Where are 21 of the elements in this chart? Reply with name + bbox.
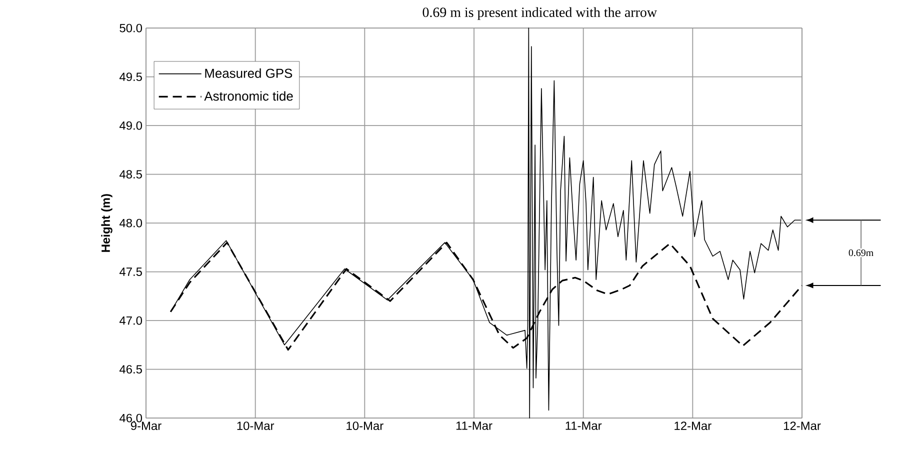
x-tick-label: 10-Mar [237,422,274,430]
y-tick-label: 46.5 [119,365,142,374]
y-tick-label: 47.5 [119,268,142,276]
y-axis-title: Height (m) [101,194,112,252]
legend-label: Measured GPS [205,68,292,78]
y-tick-label: 48.5 [119,170,142,179]
y-tick-label: 48.0 [119,218,142,228]
legend-label: Astronomic tide [204,91,293,101]
text: 0.69m [848,249,874,256]
y-tick-label: 47.0 [119,316,142,325]
x-tick-label: 12-Mar [674,422,712,430]
y-tick-label: 49.5 [119,72,142,82]
y-tick-label: 50.0 [120,24,142,32]
x-tick-label: 10-Mar [346,422,384,430]
chart-title: 0.69 m is present indicated with the arrow [422,7,657,20]
x-tick-label: 11-Mar [456,422,492,430]
x-tick-label: 11-Mar [566,422,602,430]
x-tick-label: 12-Mar [784,422,821,430]
y-tick-label: 49.0 [119,121,142,130]
x-tick-label: 9-Mar [130,422,162,430]
y-tick-label: 46.0 [119,414,142,422]
